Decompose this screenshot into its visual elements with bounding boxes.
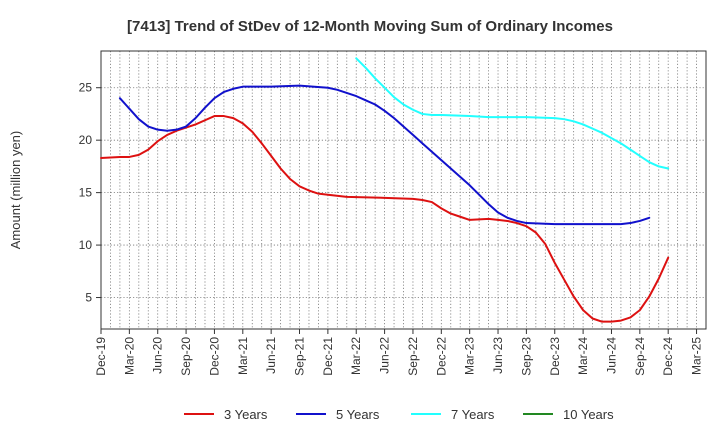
x-tick-label: Jun-24: [604, 337, 618, 374]
grid-lines: [101, 51, 706, 329]
series-line-3-years: [100, 115, 670, 323]
x-tick-label: Sep-20: [179, 337, 193, 376]
chart-title: [7413] Trend of StDev of 12-Month Moving…: [127, 18, 613, 35]
x-tick-label: Sep-23: [519, 337, 533, 376]
x-tick-label: Mar-23: [463, 337, 477, 375]
x-tick-label: Mar-20: [122, 337, 136, 375]
legend-label-3-years: 3 Years: [224, 407, 268, 422]
y-tick-label: 20: [79, 133, 93, 147]
x-tick-label: Dec-22: [434, 337, 448, 376]
plot-area: [100, 50, 707, 330]
series-line-5-years: [118, 84, 651, 226]
y-axis: 5 10 15 20 25: [79, 81, 101, 305]
legend: 3 Years 5 Years 7 Years 10 Years: [184, 407, 614, 422]
x-tick-label: Dec-21: [321, 337, 335, 376]
x-tick-label: Mar-22: [349, 337, 363, 375]
x-tick-label: Mar-25: [690, 337, 704, 375]
x-tick-label: Sep-22: [406, 337, 420, 376]
x-tick-label: Mar-21: [236, 337, 250, 375]
x-tick-label: Dec-24: [661, 337, 675, 376]
legend-label-10-years: 10 Years: [563, 407, 614, 422]
y-tick-label: 5: [85, 291, 92, 305]
y-tick-label: 15: [79, 186, 93, 200]
x-axis: Dec-19 Mar-20 Jun-20 Sep-20 Dec-20 Mar-21 Jun-…: [94, 329, 704, 376]
x-tick-label: Jun-22: [378, 337, 392, 374]
legend-label-7-years: 7 Years: [451, 407, 495, 422]
x-tick-label: Jun-23: [491, 337, 505, 374]
x-tick-label: Sep-24: [633, 337, 647, 376]
x-tick-label: Dec-23: [548, 337, 562, 376]
x-tick-label: Jun-20: [151, 337, 165, 374]
x-tick-label: Mar-24: [576, 337, 590, 375]
series-lines: [100, 57, 670, 323]
legend-label-5-years: 5 Years: [336, 407, 380, 422]
x-tick-label: Jun-21: [264, 337, 278, 374]
series-line-7-years: [355, 57, 670, 170]
x-tick-label: Dec-19: [94, 337, 108, 376]
x-tick-label: Dec-20: [207, 337, 221, 376]
y-tick-label: 25: [79, 81, 93, 95]
x-tick-label: Sep-21: [293, 337, 307, 376]
y-tick-label: 10: [79, 238, 93, 252]
y-axis-label: Amount (million yen): [8, 131, 23, 250]
